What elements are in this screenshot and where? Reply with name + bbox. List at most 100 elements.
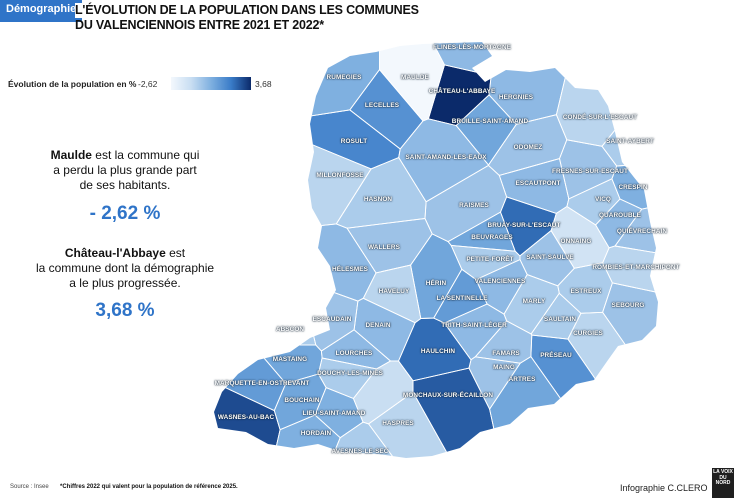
- commune-area: [444, 304, 507, 360]
- footnote: *Chiffres 2022 qui valent pour la popula…: [60, 484, 238, 490]
- commune-area: [456, 94, 517, 165]
- commune-label: HORDAIN: [300, 430, 332, 437]
- commune-area: [448, 212, 516, 252]
- commune-label: HAVELUY: [378, 288, 410, 295]
- commune-label: CONDÉ-SUR-L'ESCAUT: [562, 114, 638, 121]
- commune-label: SAINT-SAULVE: [526, 254, 574, 261]
- commune-area: [551, 206, 610, 269]
- commune-label: HERGNIES: [498, 94, 534, 101]
- commune-label: ROSULT: [340, 138, 368, 145]
- commune-area: [315, 387, 363, 438]
- commune-area: [349, 69, 423, 149]
- commune-label: MARQUETTE-EN-OSTREVANT: [214, 380, 310, 387]
- commune-area: [595, 199, 642, 248]
- legend-min: -2,62: [138, 79, 158, 89]
- commune-label: ROMBIES-ET-MARCHIPONT: [592, 264, 680, 271]
- title-line-2: DU VALENCIENNOIS ENTRE 2021 ET 2022*: [75, 18, 324, 32]
- callout-max-text: Château-l'Abbaye est la commune dont la …: [0, 246, 250, 291]
- commune-area: [363, 265, 421, 323]
- commune-area: [354, 298, 416, 361]
- commune-area: [321, 329, 391, 369]
- commune-label: QUAROUBLE: [598, 212, 642, 219]
- commune-label: HASPRES: [382, 420, 414, 427]
- callout-min-text-3: de ses habitants.: [79, 178, 171, 192]
- commune-label: SAULTAIN: [543, 316, 577, 323]
- commune-area: [476, 259, 528, 315]
- callout-max-name: Château-l'Abbaye: [64, 246, 166, 260]
- commune-label: ESTREUX: [570, 288, 602, 295]
- callout-max-text-2: la commune dont la démographie: [35, 261, 215, 275]
- source-note: Source : Insee: [10, 484, 49, 490]
- commune-border: [530, 334, 658, 458]
- commune-label: ARTRES: [508, 376, 536, 383]
- callout-min-value: - 2,62 %: [89, 203, 161, 224]
- commune-area: [368, 392, 465, 458]
- commune-label: LA SENTINELLE: [436, 295, 488, 302]
- commune-area: [398, 318, 471, 381]
- commune-label: WALLERS: [368, 244, 400, 251]
- callout-max-value: 3,68 %: [95, 300, 155, 321]
- commune-label: WASNES-AU-BAC: [217, 414, 275, 421]
- commune-area: [410, 233, 462, 319]
- commune-label: BRUAY-SUR-L'ESCAUT: [487, 222, 561, 229]
- commune-label: MASTAING: [272, 356, 308, 363]
- commune-area: [318, 358, 377, 399]
- commune-area: [602, 42, 658, 166]
- commune-area: [556, 42, 658, 147]
- commune-label: FRESNES-SUR-ESCAUT: [551, 168, 629, 175]
- commune-label: CHÂTEAU-L'ABBAYE: [428, 88, 496, 95]
- publisher-logo: LA VOIX DU NORD: [712, 468, 734, 498]
- commune-label: TRITH-SAINT-LÉGER: [441, 322, 507, 329]
- commune-label: QUIÉVRECHAIN: [616, 228, 668, 235]
- commune-label: MAULDE: [401, 74, 429, 81]
- commune-label: HÉRIN: [425, 280, 447, 287]
- choropleth-map: FLINES-LÈS-MORTAGNE RUMEGIES MAULDE CHÂTEAU…: [210, 40, 680, 470]
- commune-label: PETITE-FORÊT: [466, 256, 514, 263]
- commune-label: PRÉSEAU: [540, 352, 572, 359]
- commune-label: SAINT-AMAND-LES-EAUX: [405, 154, 487, 161]
- commune-area: [566, 178, 620, 225]
- commune-label: CRESPIN: [618, 184, 648, 191]
- commune-label: BOUCHAIN: [284, 397, 320, 404]
- commune-area: [475, 320, 532, 364]
- commune-label: LECELLES: [364, 102, 400, 109]
- callout-max-text-1: est: [165, 246, 186, 260]
- commune-area: [428, 64, 492, 126]
- callout-max-text-3: a le plus progressée.: [69, 276, 181, 290]
- commune-label: ONNAING: [560, 238, 592, 245]
- commune-label: LOURCHES: [335, 350, 373, 357]
- legend-gradient: [171, 77, 251, 90]
- commune-area: [425, 165, 507, 242]
- legend-label: Évolution de la population en %: [8, 79, 137, 89]
- commune-label: DOUCHY-LES-MINES: [317, 370, 383, 377]
- commune-area: [469, 356, 521, 410]
- commune-area: [559, 139, 617, 199]
- commune-label: AVESNES-LE-SEC: [331, 448, 389, 455]
- commune-label: MARLY: [522, 298, 546, 305]
- commune-label: SAINT-AYBERT: [606, 138, 654, 145]
- commune-label: RAISMES: [459, 202, 489, 209]
- commune-label: FAMARS: [492, 350, 520, 357]
- commune-label: FLINES-LÈS-MORTAGNE: [432, 44, 512, 51]
- commune-label: VICQ: [594, 196, 612, 203]
- commune-label: ABSCON: [275, 326, 305, 333]
- commune-label: ESCAUDAIN: [312, 316, 352, 323]
- commune-border: [489, 355, 623, 458]
- commune-area: [451, 245, 520, 280]
- commune-label: BEUVRAGES: [471, 234, 513, 241]
- commune-label: HASNON: [363, 196, 393, 203]
- commune-area: [519, 230, 575, 286]
- commune-label: MAING: [493, 364, 515, 371]
- commune-label: SEBOURG: [611, 302, 645, 309]
- title-line-1: L'ÉVOLUTION DE LA POPULATION DANS LES CO…: [75, 3, 423, 18]
- commune-label: HAULCHIN: [420, 348, 456, 355]
- callout-min-text: Maulde est la commune qui a perdu la plu…: [0, 148, 250, 193]
- map-svg: [213, 41, 659, 459]
- legend-max: 3,68: [255, 79, 272, 89]
- commune-area: [347, 218, 433, 273]
- commune-label: MILLONFOSSE: [316, 172, 364, 179]
- page-title: L'ÉVOLUTION DE LA POPULATION DANS LES CO…: [75, 3, 495, 33]
- commune-area: [398, 118, 489, 202]
- commune-area: [353, 361, 413, 424]
- commune-area: [504, 274, 560, 334]
